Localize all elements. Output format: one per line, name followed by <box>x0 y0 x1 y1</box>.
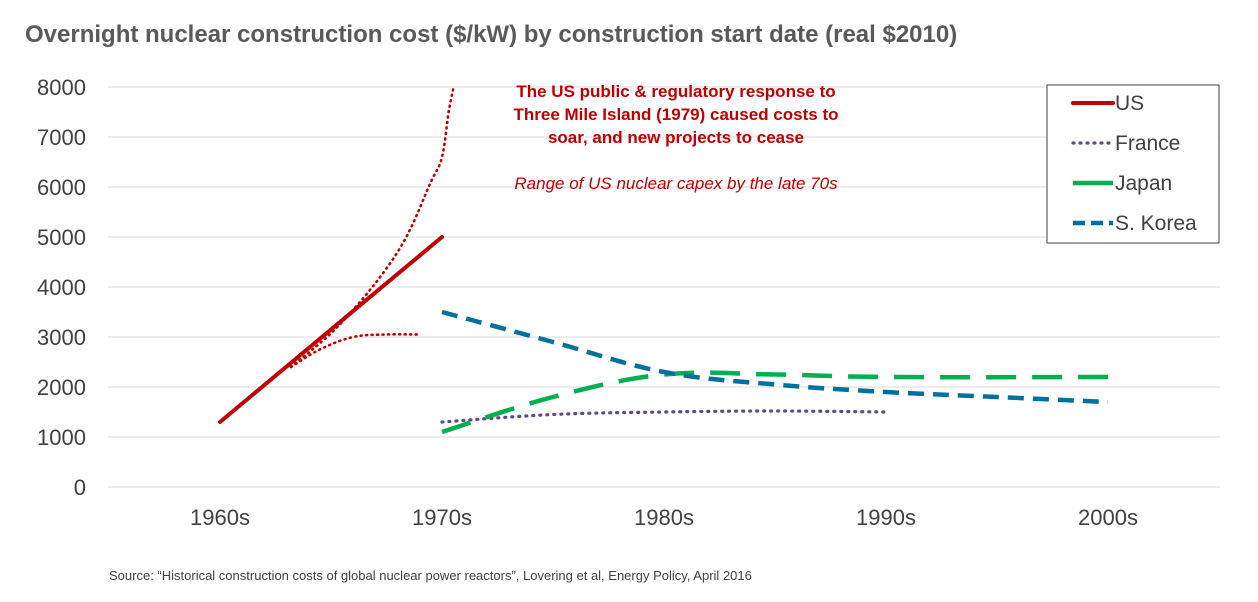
annotation-line-2: Three Mile Island (1979) caused costs to <box>513 105 838 124</box>
y-tick-label: 4000 <box>37 275 86 300</box>
grid <box>108 86 1220 488</box>
legend-label: S. Korea <box>1115 212 1197 235</box>
chart-title: Overnight nuclear construction cost ($/k… <box>25 21 957 48</box>
annotation-line-1: The US public & regulatory response to <box>516 82 835 101</box>
series-lines <box>218 235 1109 435</box>
legend-label: France <box>1115 132 1180 155</box>
y-tick-label: 1000 <box>37 425 86 450</box>
y-tick-label: 8000 <box>37 75 86 100</box>
legend-label: Japan <box>1115 172 1172 195</box>
x-tick-label: 1960s <box>190 505 250 530</box>
annotation: The US public & regulatory response to T… <box>513 82 838 193</box>
y-tick-label: 7000 <box>37 125 86 150</box>
us-capex-range-lines <box>289 88 455 369</box>
series-line-us <box>218 235 444 424</box>
annotation-line-3: soar, and new projects to cease <box>548 128 804 147</box>
y-tick-label: 3000 <box>37 325 86 350</box>
us-range-line-2 <box>289 333 422 369</box>
x-tick-label: 1990s <box>856 505 916 530</box>
source-note: Source: “Historical construction costs o… <box>109 568 752 583</box>
y-axis-ticks: 0 1000 2000 3000 4000 5000 6000 7000 8000 <box>37 75 86 500</box>
x-tick-label: 1980s <box>634 505 694 530</box>
annotation-range-note: Range of US nuclear capex by the late 70… <box>514 174 838 193</box>
y-tick-label: 0 <box>74 475 86 500</box>
y-tick-label: 2000 <box>37 375 86 400</box>
legend-box <box>1046 84 1220 244</box>
series-line-japan <box>441 370 1109 435</box>
y-tick-label: 6000 <box>37 175 86 200</box>
x-tick-label: 1970s <box>412 505 472 530</box>
legend: US France Japan S. Korea <box>1046 84 1220 244</box>
series-line-france <box>440 409 888 424</box>
y-tick-label: 5000 <box>37 225 86 250</box>
series-line-s-korea <box>441 309 1109 405</box>
us-range-line-1 <box>289 88 455 369</box>
legend-label: US <box>1115 92 1144 115</box>
x-axis-ticks: 1960s 1970s 1980s 1990s 2000s <box>190 505 1138 530</box>
x-tick-label: 2000s <box>1078 505 1138 530</box>
